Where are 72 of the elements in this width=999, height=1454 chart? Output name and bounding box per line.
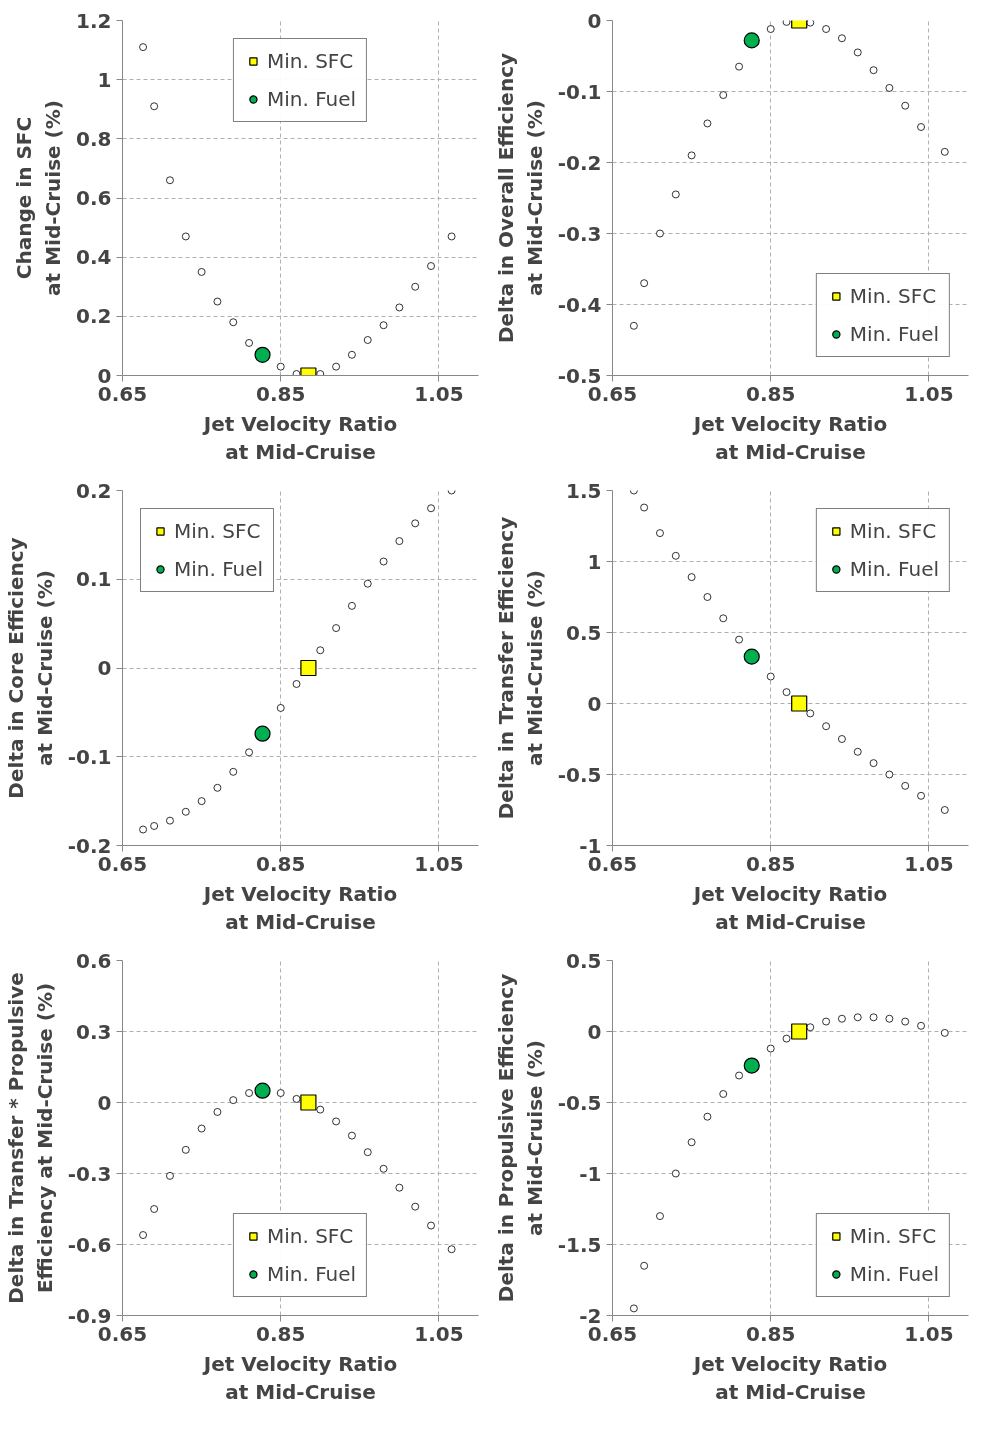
x-tick-label: 1.05 (904, 851, 954, 876)
y-tick-label: 1 (587, 549, 602, 574)
legend-label: Min. Fuel (266, 87, 357, 111)
x-axis-title: Jet Velocity Ratio at Mid-Cruise (691, 1351, 888, 1405)
x-axis-title: Jet Velocity Ratio at Mid-Cruise (691, 411, 888, 465)
x-axis-title: Jet Velocity Ratio at Mid-Cruise (201, 411, 398, 465)
y-tick-label: 0.4 (76, 245, 112, 270)
y-tick-label: -1.5 (557, 1232, 602, 1257)
x-tick-label: 0.85 (256, 851, 306, 876)
y-tick-label: 0.1 (76, 567, 112, 592)
y-tick-label: -0.3 (557, 221, 602, 246)
y-tick-label: 0.5 (566, 948, 602, 973)
legend-label: Min. SFC (849, 519, 937, 543)
legend-label: Min. SFC (849, 284, 937, 308)
y-tick-label: 0.6 (76, 948, 112, 973)
y-tick-label: -2 (579, 1303, 602, 1328)
y-axis-title: Delta in Core Efficiency at Mid-Cruise (%) (3, 537, 57, 799)
x-tick-label: 0.85 (746, 381, 796, 406)
y-axis-title: Delta in Propulsive Efficiency at Mid-Cruise (%) (493, 973, 547, 1303)
x-tick-label: 1.05 (414, 381, 464, 406)
legend-label: Min. SFC (266, 1224, 354, 1248)
x-tick-label: 0.85 (256, 1321, 306, 1346)
legend-label: Min. Fuel (174, 557, 264, 581)
x-axis-title: Jet Velocity Ratio at Mid-Cruise (201, 1351, 398, 1405)
y-tick-label: 0.8 (76, 126, 112, 151)
x-tick-label: 0.85 (256, 381, 306, 406)
legend-label: Min. Fuel (849, 1262, 939, 1286)
y-tick-label: 0 (97, 656, 112, 680)
y-tick-label: -0.3 (67, 1161, 112, 1186)
y-tick-label: -0.6 (67, 1232, 112, 1257)
y-tick-label: 0 (587, 8, 602, 33)
legend-label: Min. SFC (174, 519, 261, 543)
y-tick-label: -0.5 (557, 363, 602, 388)
x-axis-title: Jet Velocity Ratio at Mid-Cruise (201, 881, 398, 935)
y-tick-label: -0.5 (557, 1090, 602, 1115)
y-tick-label: 1.2 (76, 8, 112, 33)
y-tick-label: 0.6 (76, 186, 112, 210)
y-tick-label: -0.1 (67, 744, 112, 769)
y-axis-title: Delta in Overall Efficiency at Mid-Cruise (%) (493, 52, 547, 344)
x-tick-label: 1.05 (904, 381, 954, 406)
y-tick-label: 0.2 (76, 304, 112, 329)
y-tick-label: 1.5 (566, 478, 602, 503)
legend-label: Min. Fuel (266, 1262, 357, 1286)
y-tick-label: -0.2 (557, 150, 602, 175)
y-tick-label: 0 (97, 1090, 112, 1115)
x-tick-label: 1.05 (904, 1321, 954, 1346)
y-tick-label: -1 (579, 1161, 602, 1186)
y-tick-label: 0 (587, 691, 602, 716)
y-axis-title: Change in SFC at Mid-Cruise (%) (12, 100, 66, 296)
legend-label: Min. SFC (849, 1224, 937, 1248)
y-tick-label: 0.5 (566, 620, 602, 645)
legend-label: Min. Fuel (849, 322, 939, 346)
y-axis-title: Delta in Transfer Efficiency at Mid-Cruise (%) (493, 516, 547, 820)
y-tick-label: 0 (97, 363, 112, 388)
x-tick-label: 0.85 (746, 1321, 796, 1346)
y-tick-label: 0 (587, 1019, 602, 1044)
y-tick-label: -0.5 (557, 762, 602, 787)
x-tick-label: 0.85 (746, 851, 796, 876)
y-tick-label: 0.2 (76, 478, 112, 503)
y-tick-label: -0.9 (67, 1303, 112, 1328)
y-tick-label: -1 (579, 833, 602, 858)
x-axis-title: Jet Velocity Ratio at Mid-Cruise (691, 881, 888, 935)
y-tick-label: -0.2 (67, 833, 112, 858)
legend-label: Min. SFC (266, 49, 354, 73)
y-tick-label: -0.4 (557, 292, 602, 317)
y-tick-label: 0.3 (76, 1019, 112, 1044)
y-tick-label: -0.1 (557, 79, 602, 104)
x-tick-label: 1.05 (414, 1321, 464, 1346)
y-tick-label: 1 (97, 67, 112, 92)
y-axis-title: Delta in Transfer * Propulsive Efficiency at Mid-Cruise (%) (3, 972, 57, 1304)
legend-label: Min. Fuel (849, 557, 939, 581)
x-tick-label: 1.05 (414, 851, 464, 876)
